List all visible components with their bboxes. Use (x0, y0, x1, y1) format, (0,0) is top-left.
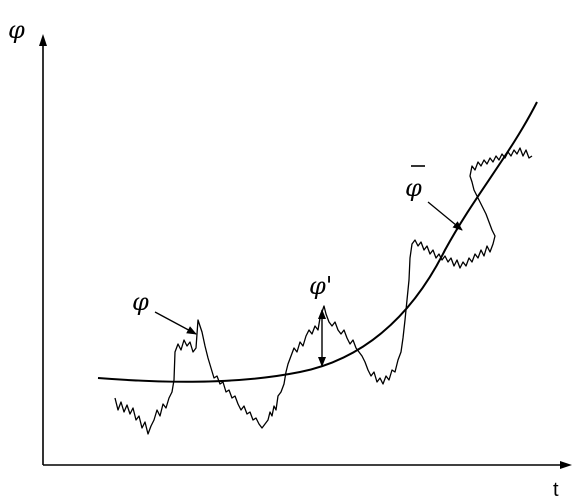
mean-leader-arrow (427, 201, 463, 231)
x-axis-label: t (553, 479, 559, 501)
y-axis-label: φ (8, 16, 25, 44)
mean-label: φ (405, 174, 422, 202)
instantaneous-leader-arrow (154, 311, 197, 335)
instantaneous-label: φ (132, 288, 149, 316)
fluctuation-label: φ' (309, 272, 332, 300)
mean-curve (97, 101, 538, 383)
x-axis-arrow-icon (560, 461, 572, 469)
y-axis-arrow-icon (39, 34, 47, 46)
instantaneous-signal (114, 147, 533, 435)
